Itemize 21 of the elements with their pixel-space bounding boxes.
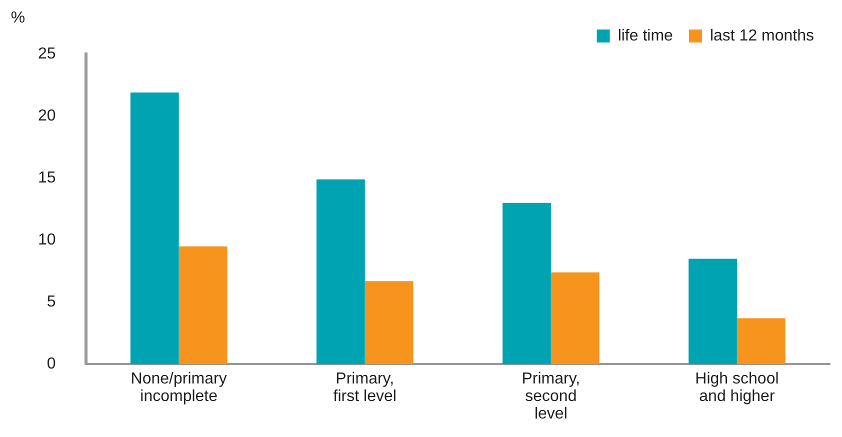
bar (316, 179, 365, 364)
legend-label: last 12 months (710, 27, 814, 44)
bar (550, 272, 600, 364)
y-tick-label: 20 (38, 107, 56, 124)
x-tick-label: None/primary incomplete (130, 370, 227, 406)
bar (688, 258, 737, 364)
bar (130, 92, 179, 364)
y-tick-label: 5 (46, 294, 56, 311)
bar (736, 318, 786, 364)
x-tick-label: Primary, second level (522, 370, 580, 423)
y-axis-title: % (10, 9, 26, 26)
bar (502, 202, 551, 364)
x-tick-label: High school and higher (695, 370, 779, 406)
x-tick-label: Primary, first level (333, 370, 396, 406)
y-tick-label: 15 (38, 169, 56, 186)
y-tick-label: 0 (46, 356, 56, 373)
bar (178, 246, 228, 364)
legend-label: life time (618, 27, 674, 44)
y-tick-label: 10 (38, 232, 56, 249)
bar (364, 281, 414, 364)
y-tick-label: 25 (38, 45, 56, 62)
